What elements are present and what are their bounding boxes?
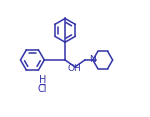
Text: OH: OH bbox=[67, 64, 81, 73]
Text: H: H bbox=[39, 75, 46, 85]
Text: N: N bbox=[89, 55, 96, 64]
Text: Cl: Cl bbox=[38, 84, 47, 94]
